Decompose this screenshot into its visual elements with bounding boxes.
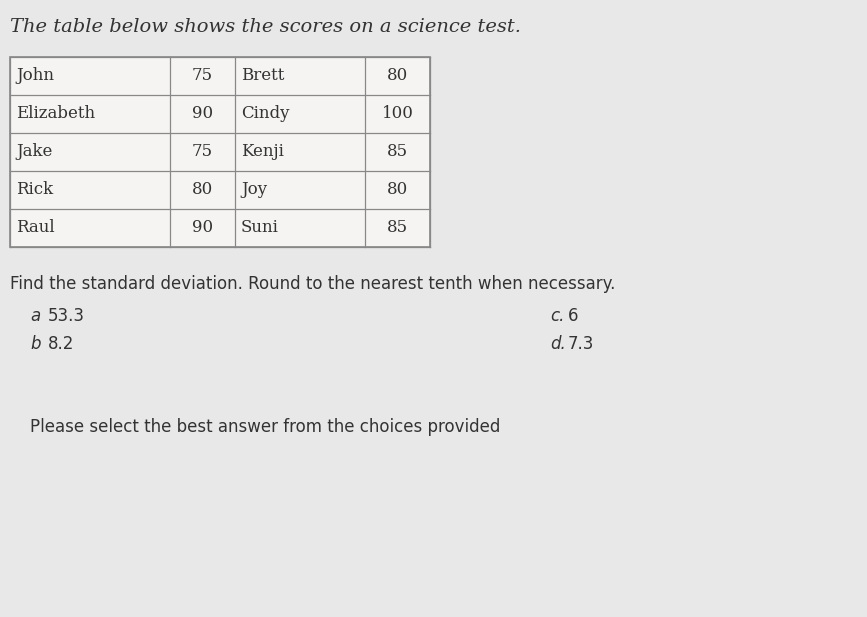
Text: 75: 75 — [192, 67, 213, 85]
Text: Rick: Rick — [16, 181, 53, 199]
Text: 75: 75 — [192, 144, 213, 160]
Bar — [10, 57, 430, 247]
Text: 85: 85 — [387, 220, 408, 236]
Text: 80: 80 — [387, 181, 408, 199]
Text: c.: c. — [550, 307, 564, 325]
Text: Kenji: Kenji — [241, 144, 284, 160]
Text: Find the standard deviation. Round to the nearest tenth when necessary.: Find the standard deviation. Round to th… — [10, 275, 616, 293]
Text: 85: 85 — [387, 144, 408, 160]
Text: 7.3: 7.3 — [568, 335, 595, 353]
Text: 6: 6 — [568, 307, 578, 325]
Text: 53.3: 53.3 — [48, 307, 85, 325]
Text: d.: d. — [550, 335, 566, 353]
Text: Raul: Raul — [16, 220, 55, 236]
Text: a: a — [30, 307, 40, 325]
Text: Joy: Joy — [241, 181, 267, 199]
Text: 80: 80 — [387, 67, 408, 85]
Text: Elizabeth: Elizabeth — [16, 106, 95, 123]
Text: b: b — [30, 335, 41, 353]
Text: 8.2: 8.2 — [48, 335, 75, 353]
Text: John: John — [16, 67, 54, 85]
Text: The table below shows the scores on a science test.: The table below shows the scores on a sc… — [10, 18, 521, 36]
Text: Brett: Brett — [241, 67, 284, 85]
Text: Cindy: Cindy — [241, 106, 290, 123]
Text: Suni: Suni — [241, 220, 279, 236]
Text: 90: 90 — [192, 106, 213, 123]
Text: Jake: Jake — [16, 144, 52, 160]
Text: 80: 80 — [192, 181, 213, 199]
Text: 90: 90 — [192, 220, 213, 236]
Text: Please select the best answer from the choices provided: Please select the best answer from the c… — [30, 418, 500, 436]
Text: 100: 100 — [381, 106, 414, 123]
